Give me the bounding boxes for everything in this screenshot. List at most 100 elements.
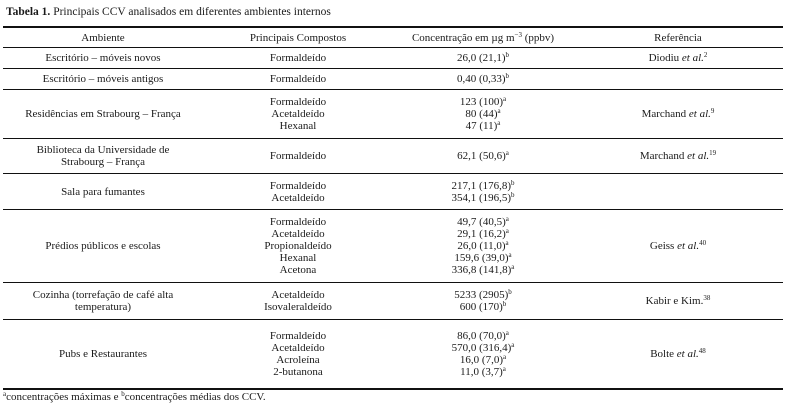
concentration-number: 123 (100) <box>459 96 503 108</box>
cell-concentracao: 123 (100)a 80 (44)a 47 (11)a <box>393 90 573 139</box>
cell-ambiente: Biblioteca da Universidade de Strabourg –… <box>3 139 203 174</box>
concentration-mark: a <box>505 215 509 223</box>
ambiente-line: Residências em Strabourg – França <box>25 108 181 120</box>
cell-ambiente: Cozinha (torrefação de café alta temperat… <box>3 283 203 320</box>
header-row: Ambiente Principais Compostos Concentraç… <box>3 27 783 48</box>
cell-referencia: Marchand et al.19 <box>573 139 783 174</box>
concentration-value: 26,0 (11,0)a <box>393 239 573 253</box>
compound-name: Hexanal <box>279 120 317 132</box>
table-caption: Tabela 1. Principais CCV analisados em d… <box>6 6 331 18</box>
compound-name: Acetona <box>279 264 317 276</box>
compound-name: Propionaldeído <box>264 240 332 252</box>
concentration-mark: a <box>505 328 509 337</box>
concentration-number: 600 (170) <box>459 301 503 313</box>
table-row: Escritório – móveis novos Formaldeído 26,0… <box>3 48 783 69</box>
footnote-text-a: concentrações máximas e <box>6 391 122 403</box>
concentration-value: 159,6 (39,0)a <box>393 252 573 265</box>
compound-name: Hexanal <box>279 252 317 264</box>
ref-etal: et al. <box>676 347 699 360</box>
cell-concentracao: 86,0 (70,0)a 570,0 (316,4)a 16,0 (7,0)a 11,… <box>393 320 573 389</box>
concentration-mark: a <box>511 340 515 349</box>
cell-referencia: Geiss et al.40 <box>573 210 783 283</box>
compound-name: Formaldeído <box>269 150 327 162</box>
concentration-mark: a <box>502 95 507 103</box>
concentration-value: 80 (44)a <box>393 107 573 121</box>
concentration-value: 217,1 (176,8)b <box>393 178 573 192</box>
concentration-value: 336,8 (141,8)a <box>393 264 573 277</box>
ambiente-line: Prédios públicos e escolas <box>45 240 161 252</box>
concentration-number: 26,0 (21,1) <box>456 52 506 64</box>
concentration-number: 11,0 (3,7) <box>460 365 503 378</box>
compound-name: Isovaleraldeído <box>264 301 332 313</box>
concentration-number: 49,7 (40,5) <box>457 216 506 228</box>
concentration-number: 336,8 (141,8) <box>451 264 512 276</box>
compound-name: Formaldeído <box>269 96 327 108</box>
header-referencia: Referência <box>654 31 702 44</box>
cell-referencia <box>573 69 783 90</box>
concentration-number: 86,0 (70,0) <box>457 329 506 342</box>
concentration-number: 354,1 (196,5) <box>451 191 512 204</box>
concentration-mark: a <box>497 119 501 127</box>
cell-referencia: Diodiu et al.2 <box>573 48 783 69</box>
ambiente-line: Escritório – móveis novos <box>45 52 161 64</box>
table-row: Pubs e Restaurantes Formaldeído Acetaldeíd… <box>3 320 783 389</box>
concentration-number: 217,1 (176,8) <box>451 179 512 192</box>
cell-referencia <box>573 174 783 210</box>
concentration-mark: b <box>505 72 510 80</box>
concentration-number: 29,1 (16,2) <box>457 228 506 240</box>
ref-author: Diodiu <box>648 52 682 64</box>
concentration-value: 570,0 (316,4)a <box>393 340 573 354</box>
concentration-number: 26,0 (11,0) <box>457 240 506 252</box>
cell-referencia: Kabir e Kim.38 <box>573 283 783 320</box>
ambiente-line: Strabourg – França <box>60 156 146 168</box>
cell-compostos: Formaldeído <box>203 139 393 174</box>
cell-compostos: Acetaldeído Isovaleraldeído <box>203 283 393 320</box>
concentration-number: 47 (11) <box>465 120 498 132</box>
concentration-value: 26,0 (21,1)b <box>393 51 573 65</box>
compound-name: Acetaldeído <box>271 228 325 240</box>
concentration-number: 159,6 (39,0) <box>454 252 509 264</box>
compound-name: Formaldeído <box>269 179 327 192</box>
concentration-value: 600 (170)b <box>393 301 573 314</box>
cell-compostos: Formaldeído <box>203 69 393 90</box>
ref-author: Kabir e Kim. <box>645 295 704 307</box>
concentration-value: 47 (11)a <box>393 119 573 133</box>
ambiente-line: temperatura) <box>74 301 132 313</box>
concentration-mark: a <box>505 227 509 235</box>
concentration-mark: b <box>508 288 512 296</box>
concentration-value: 62,1 (50,6)a <box>393 150 573 163</box>
cell-compostos: Formaldeído Acetaldeído Acroleína 2-butanon… <box>203 320 393 389</box>
cell-ambiente: Pubs e Restaurantes <box>3 320 203 389</box>
concentration-value: 5233 (2905)b <box>393 288 573 302</box>
concentration-mark: a <box>505 239 509 247</box>
table-row: Prédios públicos e escolas Formaldeído Ace… <box>3 210 783 283</box>
cell-concentracao: 217,1 (176,8)b 354,1 (196,5) b <box>393 174 573 210</box>
concentration-mark: a <box>502 364 506 373</box>
concentration-value: 86,0 (70,0)a <box>393 328 573 342</box>
cell-compostos: Formaldeído Acetaldeído Propionaldeído Hexa… <box>203 210 393 283</box>
ref-number: 19 <box>709 149 717 157</box>
compound-name: Formaldeído <box>269 329 327 342</box>
ref-number: 38 <box>703 294 711 302</box>
cell-referencia: Bolte et al.48 <box>573 320 783 389</box>
concentration-mark: a <box>497 107 501 115</box>
ref-etal: et al. <box>677 240 700 252</box>
ref-number: 40 <box>699 239 707 247</box>
ambiente-line: Pubs e Restaurantes <box>59 347 147 360</box>
concentration-value: 49,7 (40,5)a <box>393 215 573 229</box>
cell-ambiente: Prédios públicos e escolas <box>3 210 203 283</box>
concentration-mark: b <box>505 51 510 59</box>
cell-concentracao: 0,40 (0,33)b <box>393 69 573 90</box>
header-concentracao: Concentração em µg m−3 (ppbv) <box>393 27 573 48</box>
concentration-number: 0,40 (0,33) <box>456 73 506 85</box>
cell-concentracao: 26,0 (21,1)b <box>393 48 573 69</box>
concentration-mark: b <box>511 178 515 187</box>
footnote-mark-a: a <box>3 390 7 398</box>
concentration-number: 80 (44) <box>465 108 498 120</box>
concentration-number: 570,0 (316,4) <box>451 341 512 354</box>
header-conc-unit: (ppbv) <box>521 31 555 44</box>
cell-ambiente: Escritório – móveis novos <box>3 48 203 69</box>
table-footnote: aconcentrações máximas e bconcentrações … <box>3 390 266 404</box>
ref-number: 48 <box>698 346 706 355</box>
table-row: Residências em Strabourg – França Formald… <box>3 90 783 139</box>
